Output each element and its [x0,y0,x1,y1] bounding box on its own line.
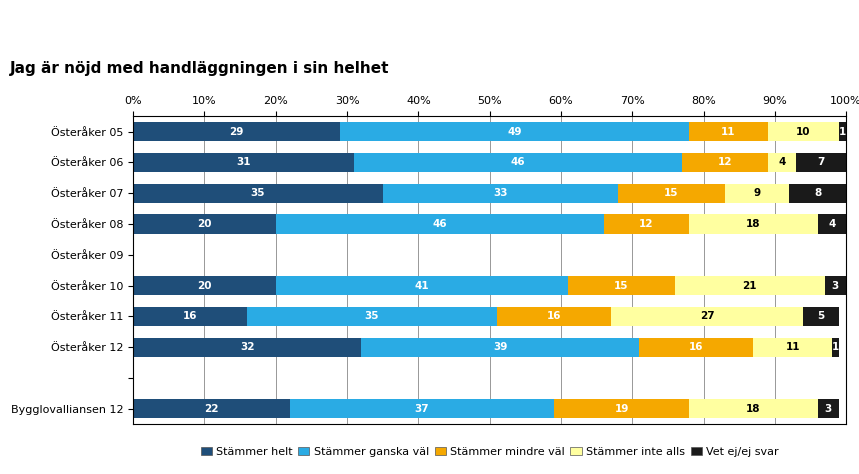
Bar [768,122,839,141]
Bar [689,214,818,234]
Bar [497,307,611,326]
Text: 15: 15 [664,188,679,198]
Bar [568,276,675,295]
Text: 8: 8 [814,188,821,198]
Bar [133,214,276,234]
Text: 46: 46 [511,157,526,167]
Text: 7: 7 [818,157,825,167]
Bar [247,307,497,326]
Text: 49: 49 [508,127,521,137]
Text: 35: 35 [251,188,265,198]
Bar [839,122,846,141]
Text: 16: 16 [183,311,198,321]
Text: 11: 11 [722,127,735,137]
Bar [133,276,276,295]
Text: 12: 12 [717,157,732,167]
Text: 22: 22 [204,404,219,414]
Text: 3: 3 [832,281,839,291]
Text: 35: 35 [365,311,379,321]
Bar [133,153,354,172]
Text: 46: 46 [432,219,447,229]
Text: 27: 27 [700,311,715,321]
Bar [675,276,825,295]
Bar [618,183,725,203]
Bar [362,337,639,357]
Text: 11: 11 [785,342,800,352]
Bar [818,214,846,234]
Bar [689,399,818,419]
Text: 19: 19 [614,404,629,414]
Text: 41: 41 [415,281,430,291]
Text: 9: 9 [753,188,760,198]
Bar [725,183,789,203]
Text: 20: 20 [198,219,211,229]
Text: 5: 5 [818,311,825,321]
Text: 4: 4 [778,157,786,167]
Bar [383,183,618,203]
Bar [796,153,846,172]
Text: 37: 37 [415,404,430,414]
Bar [789,183,846,203]
Text: 16: 16 [689,342,704,352]
Bar [133,337,362,357]
Text: 39: 39 [493,342,508,352]
Text: 21: 21 [743,281,757,291]
Bar [832,337,839,357]
Text: 20: 20 [198,281,211,291]
Text: HELHETSOMDÖME: HELHETSOMDÖME [7,12,163,27]
Bar [825,276,846,295]
Bar [276,214,604,234]
Text: 16: 16 [546,311,561,321]
Text: 10: 10 [796,127,811,137]
Text: 32: 32 [240,342,254,352]
Bar [133,122,340,141]
Bar [803,307,839,326]
Bar [340,122,689,141]
Bar [554,399,689,419]
Bar [682,153,768,172]
Bar [290,399,554,419]
Text: Jag är nöjd med handläggningen i sin helhet: Jag är nöjd med handläggningen i sin hel… [10,61,390,76]
Text: 18: 18 [746,219,761,229]
Text: 33: 33 [493,188,508,198]
Text: 18: 18 [746,404,761,414]
Text: 12: 12 [639,219,654,229]
Legend: Stämmer helt, Stämmer ganska väl, Stämmer mindre väl, Stämmer inte alls, Vet ej/: Stämmer helt, Stämmer ganska väl, Stämme… [196,442,783,461]
Bar [611,307,803,326]
Bar [639,337,753,357]
Bar [768,153,796,172]
Text: 15: 15 [614,281,629,291]
Text: 1: 1 [832,342,839,352]
Bar [604,214,689,234]
Text: 31: 31 [236,157,251,167]
Bar [753,337,832,357]
Bar [133,307,247,326]
Bar [689,122,768,141]
Bar [818,399,839,419]
Text: 1: 1 [839,127,846,137]
Text: 29: 29 [229,127,244,137]
Text: 3: 3 [825,404,832,414]
Bar [354,153,682,172]
Bar [133,183,383,203]
Bar [276,276,568,295]
Text: 4: 4 [828,219,836,229]
Bar [133,399,290,419]
